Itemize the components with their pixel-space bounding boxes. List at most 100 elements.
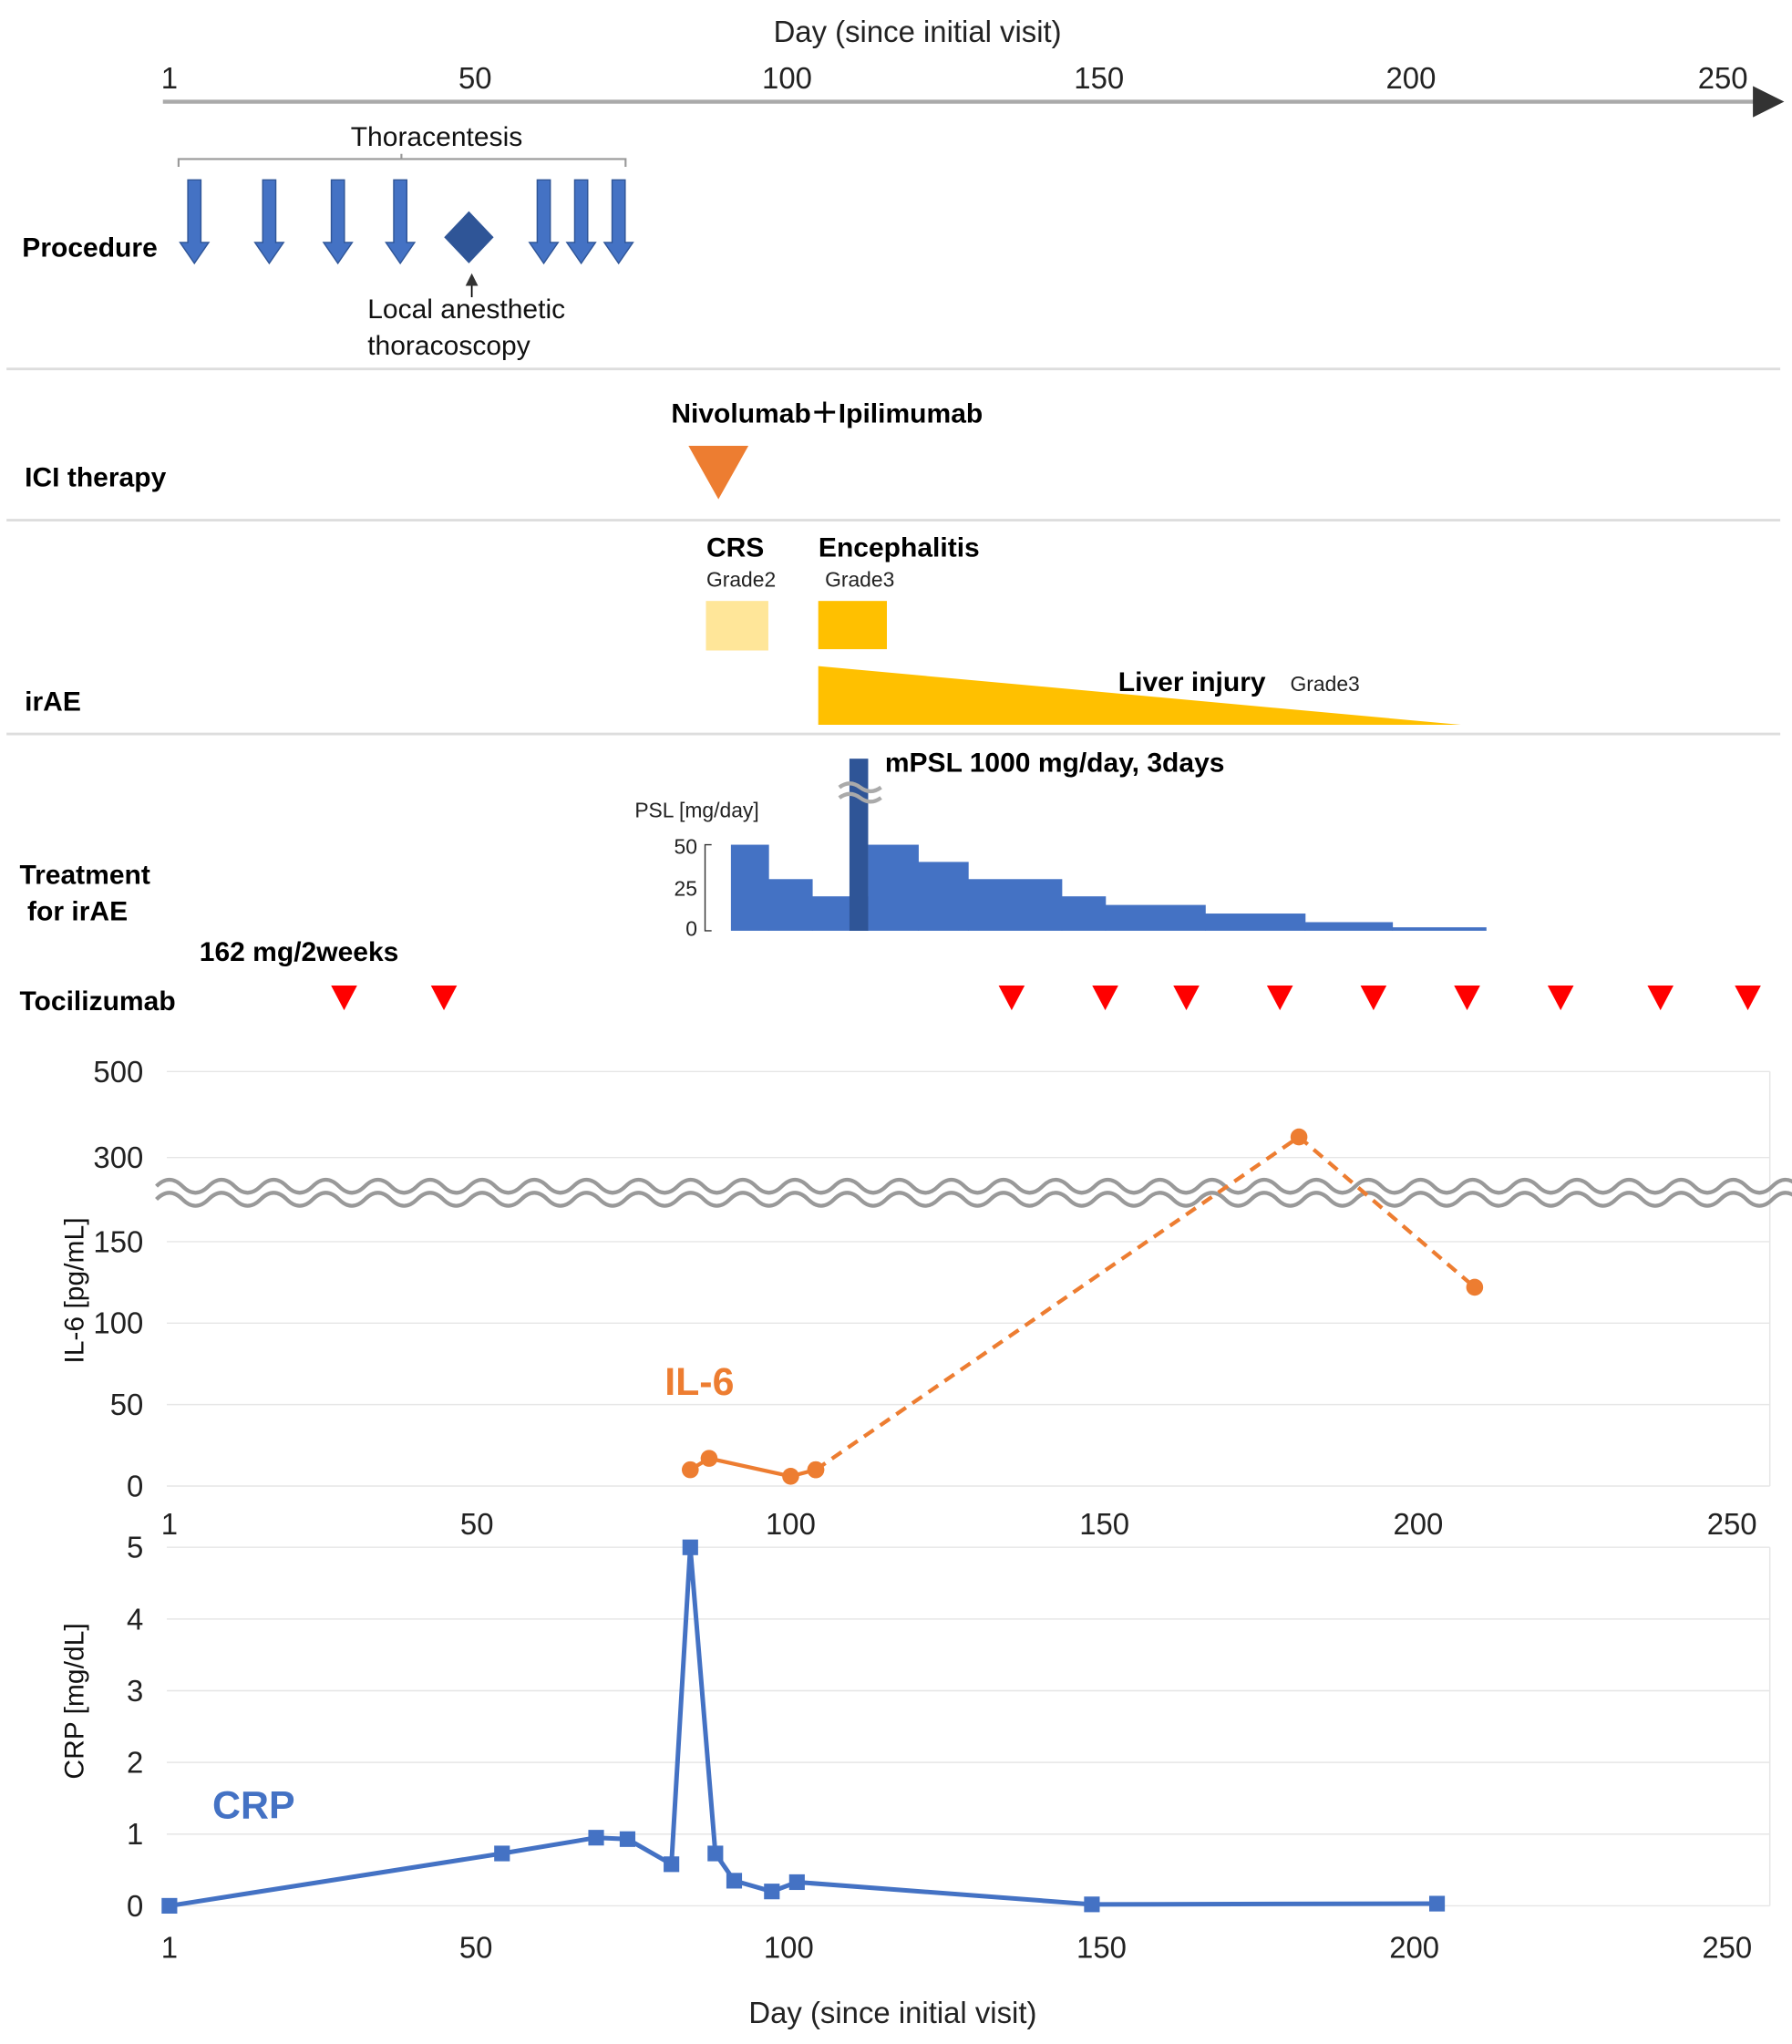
psl-dose-steps	[730, 844, 1487, 931]
psl-dose-step	[1205, 914, 1306, 931]
il6-x-tick: 100	[766, 1507, 816, 1541]
psl-dose-step	[730, 844, 769, 931]
crp-x-tick: 150	[1076, 1931, 1127, 1965]
crp-point	[1428, 1895, 1446, 1912]
il6-x-tick: 200	[1393, 1507, 1443, 1541]
crs-duration-bar	[705, 601, 768, 651]
il6-point	[682, 1461, 699, 1479]
psl-axis-label: PSL [mg/day]	[634, 799, 758, 822]
crp-series-label: CRP	[212, 1784, 295, 1828]
ici-label: Nivolumab＋Ipilimumab	[671, 398, 983, 428]
row-label-tocilizumab: Tocilizumab	[19, 986, 175, 1017]
crp-point	[726, 1873, 743, 1889]
row-label-treatment-1: Treatment	[19, 860, 149, 890]
crp-y-tick: 1	[127, 1817, 143, 1851]
tocilizumab-dose-label: 162 mg/2weeks	[200, 937, 399, 967]
psl-axis	[704, 843, 712, 932]
il6-point	[700, 1450, 718, 1467]
il6-series-line	[689, 1456, 817, 1479]
il6-x-tick: 50	[460, 1507, 494, 1541]
timeline-tick-label: 200	[1386, 61, 1437, 95]
timeline-tick-label: 250	[1698, 61, 1748, 95]
psl-dose-step	[811, 896, 850, 931]
thoracentesis-arrow-icon	[528, 179, 560, 265]
thoracoscopy-label-2: thoracoscopy	[367, 331, 530, 361]
thoracentesis-arrow-icon	[179, 179, 211, 265]
psl-dose-step	[967, 879, 1063, 931]
tocilizumab-dose-marker-icon	[998, 985, 1025, 1011]
il6-y-tick: 50	[110, 1388, 144, 1421]
crp-x-tick: 1	[161, 1931, 178, 1965]
timeline-title: Day (since initial visit)	[774, 15, 1062, 48]
tocilizumab-doses	[331, 985, 1761, 1011]
psl-dose-step	[1304, 922, 1394, 931]
psl-tick-50: 50	[675, 835, 697, 859]
crp-x-tick: 200	[1389, 1931, 1439, 1965]
encephalitis-grade: Grade3	[825, 567, 894, 591]
crp-point	[788, 1874, 805, 1891]
crp-y-tick: 3	[127, 1674, 143, 1708]
crp-y-tick: 5	[127, 1531, 143, 1564]
tocilizumab-dose-marker-icon	[1266, 985, 1293, 1011]
thoracentesis-arrow-icon	[253, 179, 285, 265]
psl-dose-step	[1392, 927, 1487, 931]
thoracoscopy-diamond-icon	[444, 211, 494, 263]
tocilizumab-dose-marker-icon	[1092, 985, 1118, 1011]
row-label-procedure: Procedure	[22, 233, 157, 263]
tocilizumab-dose-marker-icon	[1735, 985, 1761, 1011]
crp-x-tick: 50	[459, 1931, 493, 1965]
crp-y-tick: 0	[127, 1889, 143, 1923]
thoracoscopy-label-1: Local anesthetic	[367, 294, 565, 325]
tocilizumab-dose-marker-icon	[1173, 985, 1200, 1011]
row-label-ici: ICI therapy	[25, 462, 166, 492]
psl-tick-25: 25	[675, 876, 697, 900]
il6-point	[782, 1467, 799, 1485]
tocilizumab-dose-marker-icon	[1454, 985, 1480, 1011]
liver-injury-label: Liver injury	[1118, 667, 1266, 697]
il6-x-tick: 150	[1079, 1507, 1129, 1541]
il6-ylabel: IL-6 [pg/mL]	[60, 1217, 90, 1363]
timeline-tick-label: 50	[458, 61, 492, 95]
il6-point	[1466, 1278, 1484, 1296]
thoracentesis-bracket	[177, 153, 627, 168]
crp-xlabel: Day (since initial visit)	[748, 1996, 1036, 2029]
crp-point	[764, 1884, 780, 1900]
procedure-marks	[179, 179, 634, 265]
il6-series-label: IL-6	[664, 1360, 734, 1404]
crp-point	[664, 1856, 680, 1873]
psl-tick-0: 0	[685, 917, 697, 941]
crp-y-tick: 4	[127, 1602, 143, 1636]
crp-y-tick: 2	[127, 1746, 143, 1780]
crp-point	[1084, 1896, 1100, 1913]
axis-break-wave	[155, 1177, 1792, 1195]
il6-x-tick: 250	[1707, 1507, 1757, 1541]
il6-x-tick: 1	[161, 1507, 178, 1541]
il6-y-tick: 100	[93, 1306, 143, 1340]
timeline-tick-label: 100	[762, 61, 812, 95]
psl-dose-step	[918, 862, 969, 931]
il6-y-tick: 300	[93, 1141, 143, 1174]
psl-dose-step	[868, 844, 919, 931]
crp-point	[494, 1845, 510, 1862]
row-label-treatment-2: for irAE	[27, 896, 128, 926]
il6-y-tick: 0	[127, 1469, 143, 1502]
il6-y-tick: 150	[93, 1224, 143, 1258]
axis-break-icon	[838, 781, 882, 804]
encephalitis-duration-bar	[818, 601, 887, 650]
crs-grade: Grade2	[706, 567, 776, 591]
timeline-tick-label: 150	[1074, 61, 1124, 95]
timeline-tick-label: 1	[161, 61, 178, 95]
tocilizumab-dose-marker-icon	[430, 985, 458, 1011]
thoracentesis-label: Thoracentesis	[351, 122, 523, 152]
tocilizumab-dose-marker-icon	[1360, 985, 1387, 1011]
axis-break-wave	[155, 1191, 1792, 1208]
timeline-ticks: 1 50 100 150 200 250	[161, 61, 1748, 95]
thoracentesis-arrow-icon	[565, 179, 597, 265]
crp-series-line	[169, 1547, 1437, 1908]
psl-dose-step	[767, 879, 813, 931]
crs-label: CRS	[706, 533, 764, 563]
crp-point	[161, 1897, 178, 1914]
liver-injury-grade: Grade3	[1291, 672, 1360, 696]
